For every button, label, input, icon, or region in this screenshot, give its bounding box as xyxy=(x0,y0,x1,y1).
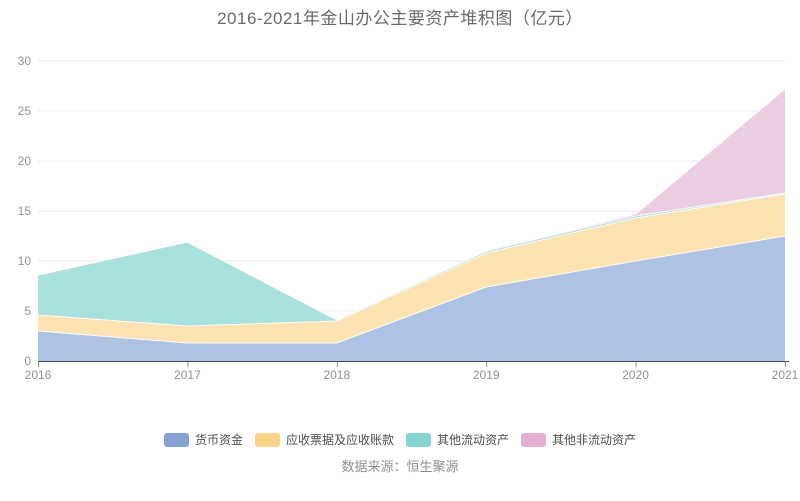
legend-label: 货币资金 xyxy=(194,433,243,447)
area-series-0 xyxy=(38,236,785,361)
page-title: 2016-2021年金山办公主要资产堆积图（亿元） xyxy=(217,9,583,28)
legend-item-other-current-assets[interactable]: 其他流动资产 xyxy=(406,431,509,448)
y-tick-label: 10 xyxy=(18,254,32,268)
x-tick-label: 2016 xyxy=(25,368,52,382)
legend: 货币资金 应收票据及应收账款 其他流动资产 其他非流动资产 xyxy=(0,431,800,448)
y-tick-label: 15 xyxy=(18,204,32,218)
data-source: 数据来源：恒生聚源 xyxy=(341,459,459,474)
legend-item-monetary-funds[interactable]: 货币资金 xyxy=(163,431,243,448)
legend-swatch-other-noncurrent-assets xyxy=(521,432,547,447)
y-tick-label: 5 xyxy=(24,304,31,318)
y-tick-label: 0 xyxy=(24,354,31,368)
legend-label: 应收票据及应收账款 xyxy=(285,433,394,447)
x-tick-label: 2021 xyxy=(772,368,799,382)
x-tick-label: 2018 xyxy=(323,368,350,382)
legend-swatch-monetary-funds xyxy=(163,432,189,447)
y-tick-label: 20 xyxy=(18,154,32,168)
y-tick-label: 25 xyxy=(18,104,32,118)
x-tick-label: 2019 xyxy=(473,368,500,382)
legend-label: 其他非流动资产 xyxy=(552,433,637,447)
legend-label: 其他流动资产 xyxy=(437,433,510,447)
x-tick-label: 2020 xyxy=(622,368,649,382)
stacked-area-chart: 0 5 10 15 20 25 30 2016 2017 2018 2019 2020 2021 xyxy=(18,54,799,382)
area-border-0 xyxy=(37,235,786,344)
legend-swatch-other-current-assets xyxy=(406,432,431,447)
area-border-3 xyxy=(37,88,786,321)
legend-item-receivables[interactable]: 应收票据及应收账款 xyxy=(254,431,394,448)
x-tick-label: 2017 xyxy=(174,368,201,382)
area-series-1 xyxy=(38,194,785,343)
legend-swatch-receivables xyxy=(254,432,280,447)
area-border-1 xyxy=(37,193,786,327)
y-tick-label: 30 xyxy=(18,54,32,68)
legend-item-other-noncurrent-assets[interactable]: 其他非流动资产 xyxy=(521,431,636,448)
